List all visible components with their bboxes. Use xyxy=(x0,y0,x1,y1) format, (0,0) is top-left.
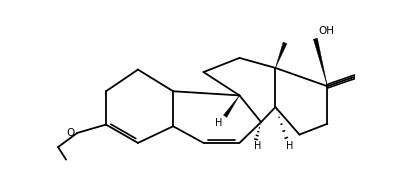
Text: H: H xyxy=(254,141,261,151)
Polygon shape xyxy=(314,38,327,86)
Text: O: O xyxy=(67,128,75,138)
Text: H: H xyxy=(286,141,294,151)
Text: OH: OH xyxy=(318,26,334,36)
Polygon shape xyxy=(223,95,239,117)
Text: H: H xyxy=(215,118,222,128)
Polygon shape xyxy=(275,42,287,68)
